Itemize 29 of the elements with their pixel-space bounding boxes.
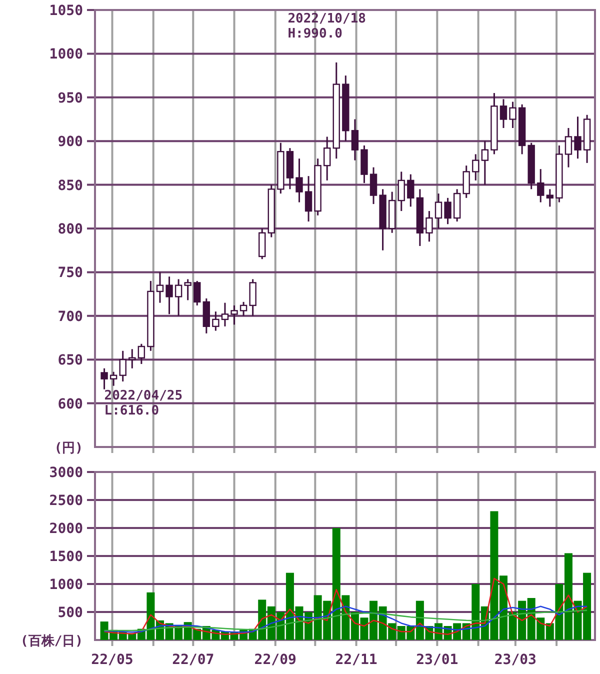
x-tick-label: 22/11 [335,652,378,668]
y-axis-title: (百株/日) [20,634,83,649]
y-tick-label: 2500 [49,493,83,509]
y-tick-label: 1050 [49,3,83,19]
x-tick-label: 23/03 [494,652,537,668]
y-tick-label: 700 [58,308,83,325]
y-tick-label: 900 [58,134,83,150]
y-tick-label: 750 [58,265,83,282]
y-tick-label: 600 [58,396,83,412]
y-tick-label: 1500 [49,549,83,565]
x-tick-label: 23/01 [416,652,458,668]
line-series [104,578,588,636]
y-tick-label: 850 [58,178,83,194]
y-tick-label: 2000 [49,521,83,537]
y-tick-label: 1000 [49,577,83,593]
annotation: 2022/04/25 L:616.0 [104,388,183,418]
y-tick-label: 3000 [49,465,83,481]
x-tick-label: 22/05 [91,652,134,668]
y-axis-title: (円) [54,441,83,456]
annotation: 2022/10/18 H:990.0 [288,11,366,42]
line-series [104,606,588,633]
y-tick-label: 950 [58,90,83,106]
y-tick-label: 1000 [49,46,83,63]
x-tick-label: 22/07 [172,652,214,668]
x-tick-label: 22/09 [254,652,296,668]
y-tick-label: 650 [58,352,83,369]
y-tick-label: 500 [58,605,83,621]
y-tick-label: 800 [58,222,83,238]
line-series [104,610,588,632]
